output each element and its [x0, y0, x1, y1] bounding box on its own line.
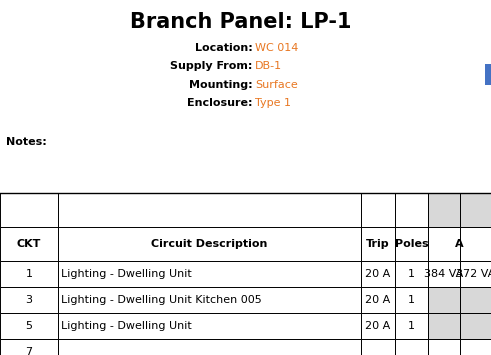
Bar [395, 339, 428, 355]
Text: 5: 5 [26, 321, 32, 331]
Text: 20 A: 20 A [365, 295, 391, 305]
Bar [0, 261, 58, 287]
Text: 3: 3 [26, 295, 32, 305]
Text: 384 VA: 384 VA [424, 269, 464, 279]
Text: Type 1: Type 1 [255, 98, 291, 108]
Text: CKT: CKT [17, 239, 41, 249]
Bar [58, 339, 361, 355]
Bar [485, 64, 491, 85]
Bar [361, 287, 395, 313]
Text: 1: 1 [408, 321, 415, 331]
Text: Circuit Description: Circuit Description [151, 239, 268, 249]
Bar [0, 287, 58, 313]
Bar [460, 261, 491, 287]
Bar [361, 193, 395, 227]
Bar [0, 193, 58, 227]
Bar [361, 339, 395, 355]
Text: Trip: Trip [366, 239, 390, 249]
Bar [395, 193, 428, 227]
Text: Lighting - Dwelling Unit: Lighting - Dwelling Unit [61, 269, 192, 279]
Text: 372 VA: 372 VA [456, 269, 491, 279]
Bar [395, 287, 428, 313]
Bar [395, 261, 428, 287]
Text: Surface: Surface [255, 80, 298, 89]
Bar [460, 193, 491, 227]
Text: 7: 7 [26, 346, 32, 355]
Bar [361, 313, 395, 339]
Text: Lighting - Dwelling Unit: Lighting - Dwelling Unit [61, 321, 192, 331]
Bar [460, 287, 491, 313]
Bar [395, 313, 428, 339]
Text: Supply From:: Supply From: [170, 61, 253, 71]
Bar [395, 227, 428, 261]
Text: 20 A: 20 A [365, 321, 391, 331]
Bar [428, 339, 460, 355]
Bar [428, 313, 460, 339]
Bar [58, 193, 361, 227]
Text: Lighting - Dwelling Unit Kitchen 005: Lighting - Dwelling Unit Kitchen 005 [61, 295, 262, 305]
Text: Branch Panel: LP-1: Branch Panel: LP-1 [130, 12, 352, 32]
Bar [428, 193, 460, 227]
Bar [0, 227, 58, 261]
Bar [428, 227, 460, 261]
Text: Enclosure:: Enclosure: [188, 98, 253, 108]
Bar [361, 261, 395, 287]
Text: Mounting:: Mounting: [189, 80, 253, 89]
Bar [58, 261, 361, 287]
Bar [460, 227, 491, 261]
Text: Notes:: Notes: [6, 137, 47, 147]
Bar [0, 313, 58, 339]
Bar [361, 227, 395, 261]
Text: 1: 1 [26, 269, 32, 279]
Bar [58, 227, 361, 261]
Bar [58, 287, 361, 313]
Bar [0, 339, 58, 355]
Bar [428, 287, 460, 313]
Bar [460, 339, 491, 355]
Bar [58, 313, 361, 339]
Text: A: A [455, 239, 464, 249]
Bar [460, 313, 491, 339]
Bar [428, 261, 460, 287]
Text: DB-1: DB-1 [255, 61, 282, 71]
Text: 20 A: 20 A [365, 269, 391, 279]
Text: WC 014: WC 014 [255, 43, 299, 53]
Text: Location:: Location: [195, 43, 253, 53]
Text: 1: 1 [408, 295, 415, 305]
Text: 1: 1 [408, 269, 415, 279]
Text: Poles: Poles [395, 239, 429, 249]
